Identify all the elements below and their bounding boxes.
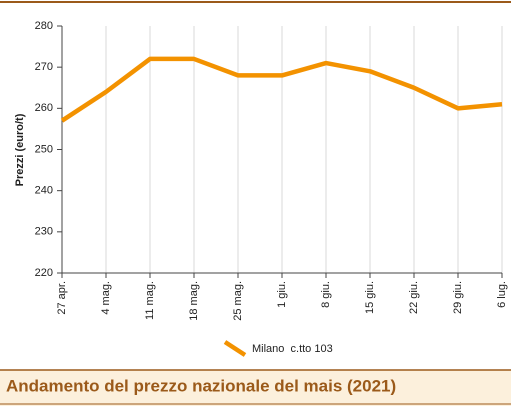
legend-label: Milano c.tto 103 — [252, 343, 333, 355]
x-tick-label: 4 mag. — [100, 281, 112, 315]
data-line — [60, 56, 503, 123]
y-tick-label: 230 — [35, 226, 53, 238]
y-tick-label: 240 — [35, 185, 53, 197]
title-band — [0, 370, 511, 406]
x-tick-label: 29 giu. — [452, 281, 464, 314]
x-tick-label: 15 giu. — [364, 281, 376, 314]
y-tick-label: 250 — [35, 143, 53, 155]
x-tick-label: 11 mag. — [144, 281, 156, 320]
x-tick-label: 18 mag. — [188, 281, 200, 321]
x-tick-label: 22 giu. — [408, 281, 420, 314]
x-tick-label: 6 lug. — [496, 281, 508, 308]
x-tick-label: 1 giu. — [276, 281, 288, 308]
y-tick-label: 260 — [35, 102, 53, 114]
y-tick-label: 220 — [35, 267, 53, 279]
x-tick-label: 8 giu. — [320, 281, 332, 308]
x-tick-label: 27 apr. — [56, 281, 68, 315]
y-tick-label: 270 — [35, 61, 53, 73]
y-tick-label: 280 — [35, 20, 53, 32]
x-tick-label: 25 mag. — [232, 281, 244, 321]
legend-swatch — [223, 340, 247, 357]
chart-title: Andamento del prezzo nazionale del mais … — [6, 376, 396, 395]
y-axis-label: Prezzi (euro/t) — [14, 113, 26, 186]
